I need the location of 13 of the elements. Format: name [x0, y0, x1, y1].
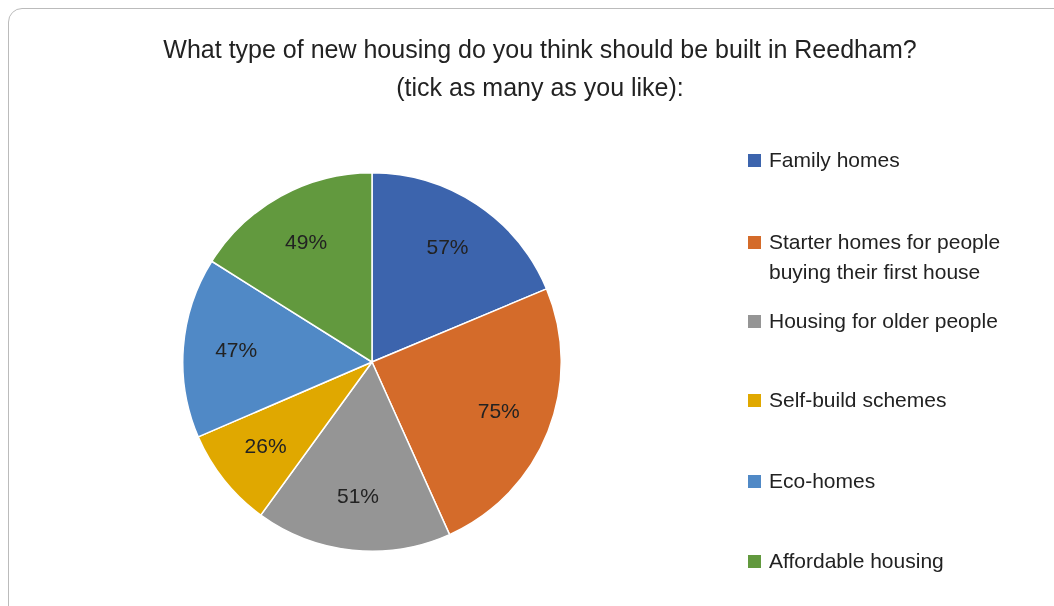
- data-label: 26%: [244, 433, 287, 457]
- data-label: 51%: [336, 484, 380, 508]
- data-label: 49%: [285, 229, 328, 253]
- legend-label: Self-build schemes: [769, 387, 947, 413]
- data-label: 47%: [215, 338, 258, 362]
- legend-label: Affordable housing: [769, 548, 944, 574]
- legend-label: Housing for older people: [769, 308, 998, 334]
- chart-title: What type of new housing do you think should be built in Reedham? (tick as many as you like):: [162, 34, 918, 103]
- data-label: 57%: [426, 235, 469, 259]
- data-label: 75%: [477, 398, 520, 422]
- legend-label: Family homes: [769, 147, 900, 173]
- legend-label: Starter homes for people buying their first house: [769, 229, 1002, 285]
- legend-label: Eco-homes: [769, 468, 876, 494]
